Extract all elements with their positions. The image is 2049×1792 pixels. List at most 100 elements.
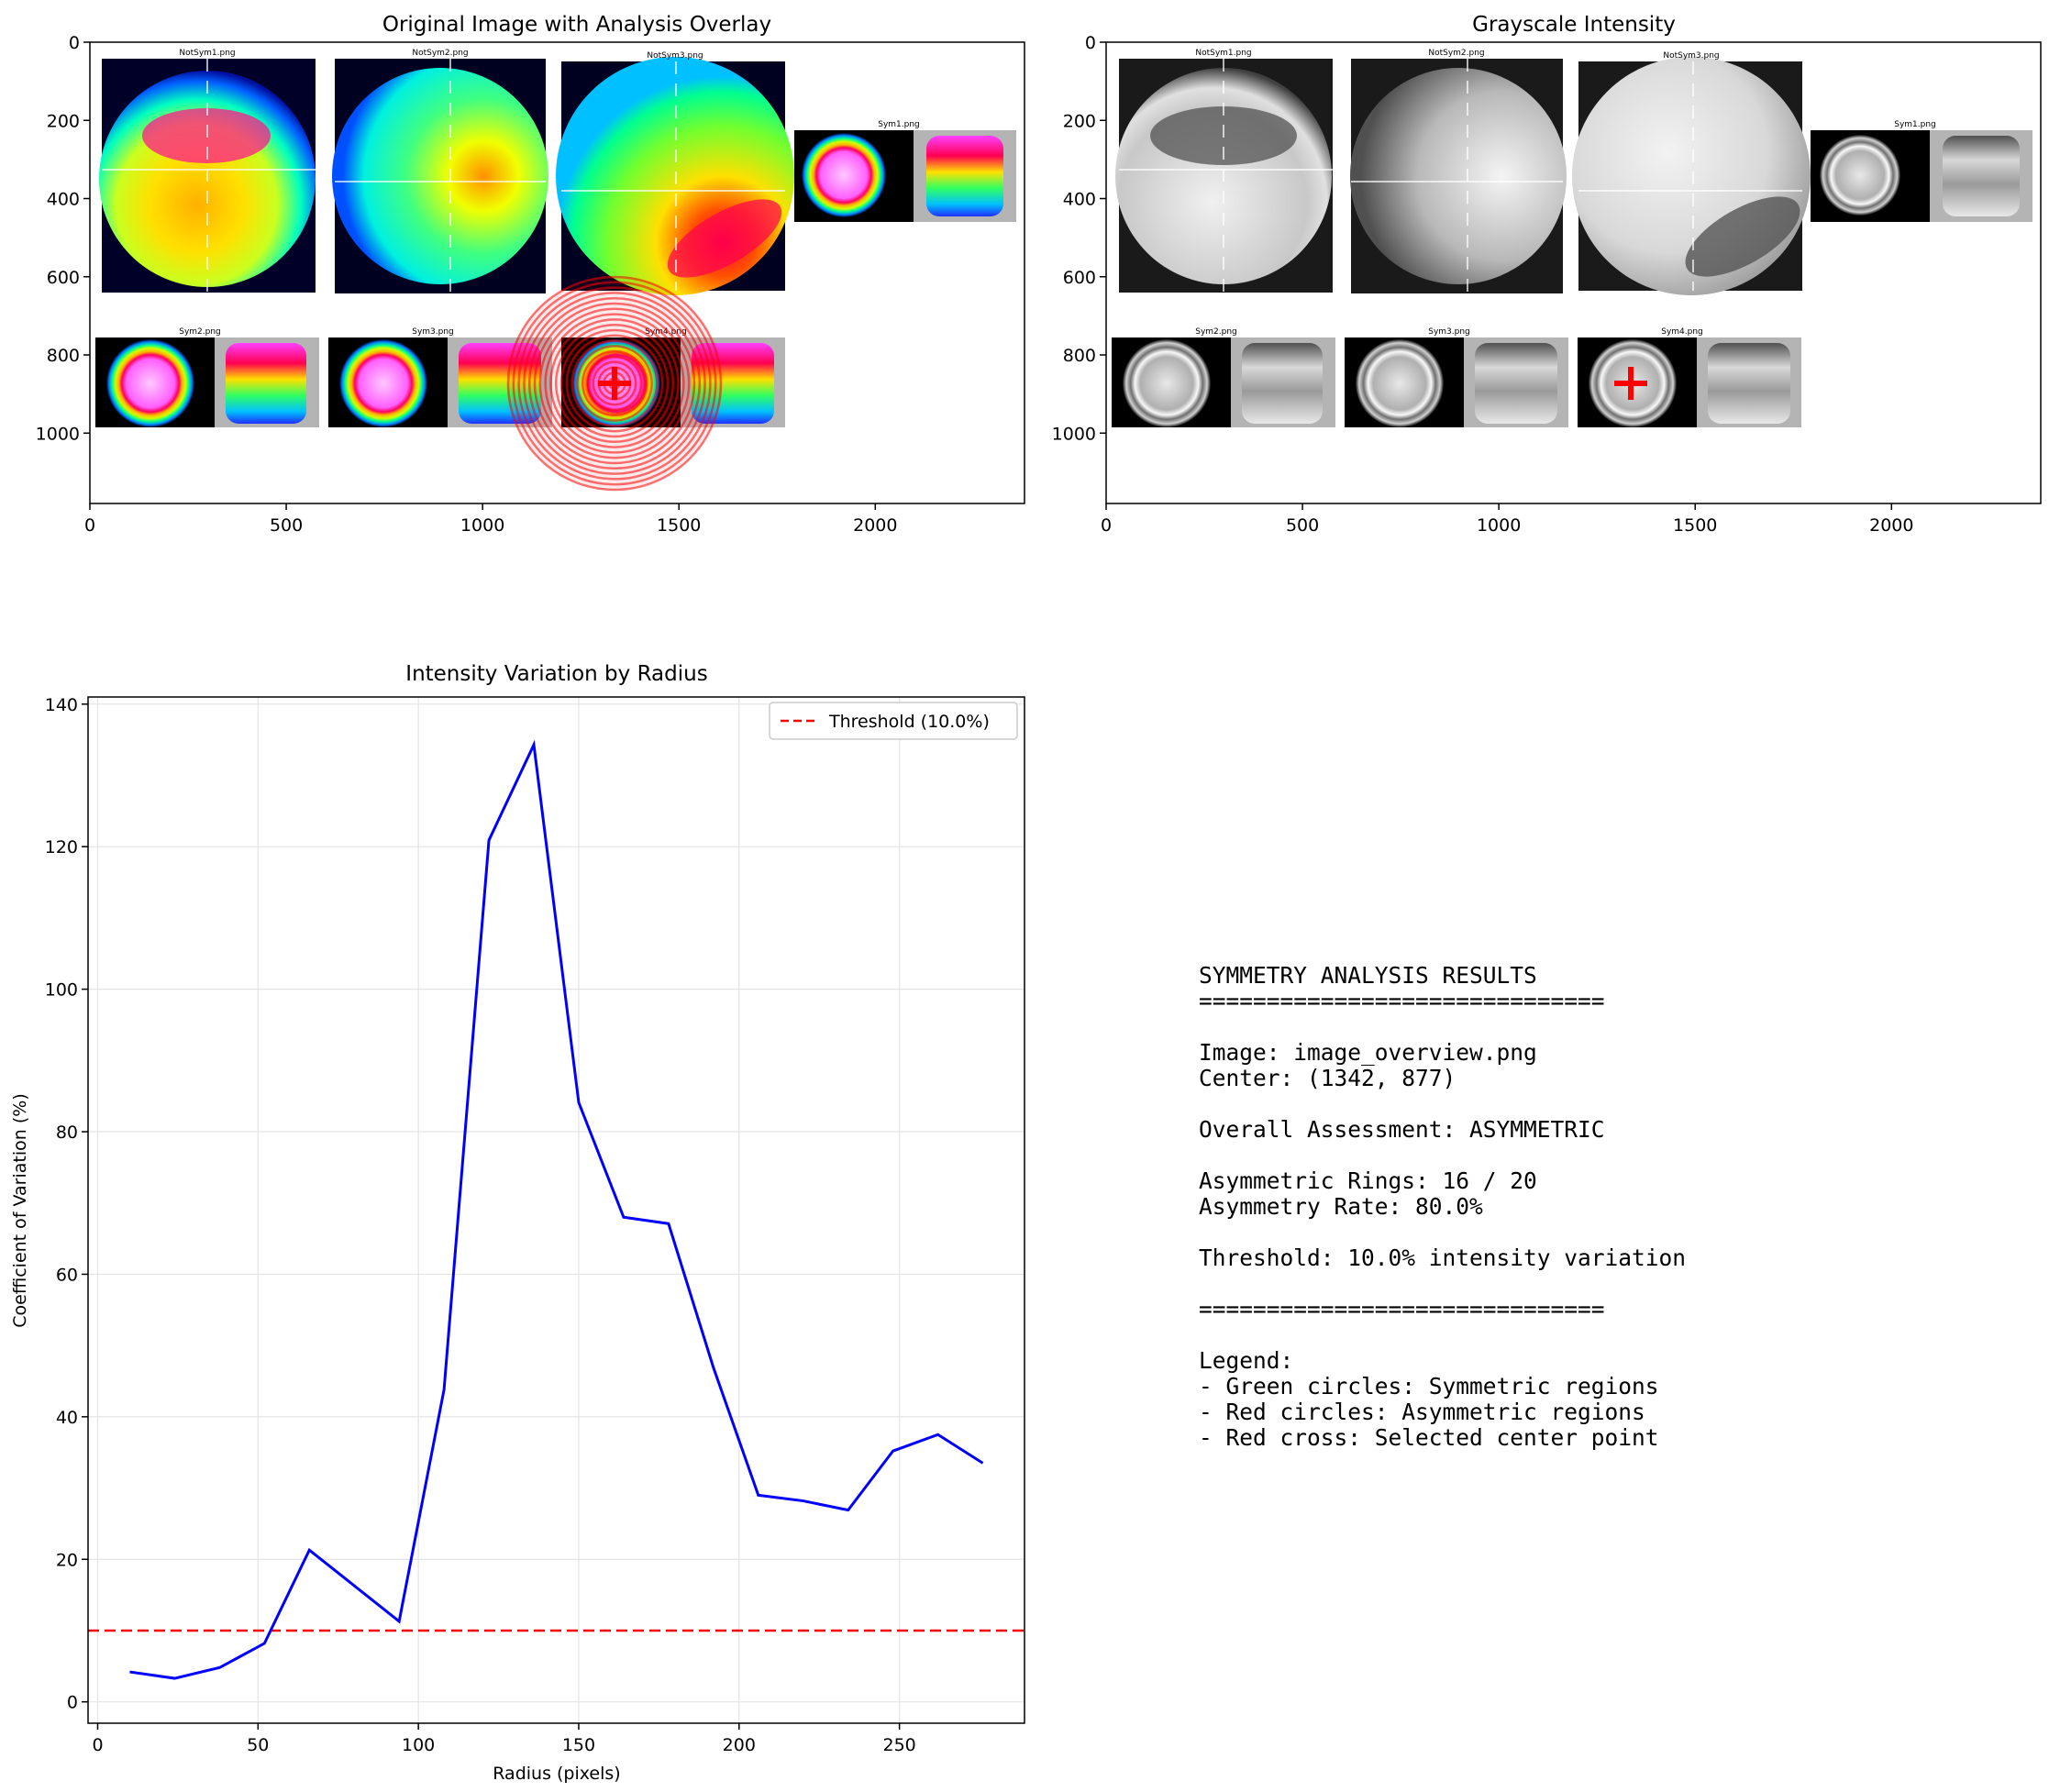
y-tick-label: 600 [1063,268,1096,288]
y-tick-label: 120 [45,837,78,857]
x-tick-label: 100 [402,1735,435,1755]
analysis-ring [570,339,659,427]
thumb-sym2-image [106,339,194,427]
thumb-label: Sym1.png [1894,120,1936,129]
gray-thumb-sym1-side-body [1943,136,2020,216]
thumb-label: NotSym2.png [412,49,468,58]
chart-grid [88,697,1024,1723]
grayscale-axis-ticks: 0 500 1000 1500 2000 0 200 400 600 800 1000 [1052,33,1914,536]
x-tick-label: 200 [723,1735,756,1755]
grayscale-thumbnails [1112,57,2032,427]
x-tick-label: 0 [92,1735,103,1755]
x-tick-label: 1500 [657,515,701,536]
x-axis-label: Radius (pixels) [493,1764,620,1784]
thumb-notsym2-image [332,68,548,284]
chart-title: Intensity Variation by Radius [405,662,707,686]
y-tick-label: 0 [1085,33,1096,53]
chart-axis-ticks: 0 50 100 150 200 250 0 20 40 60 80 100 120 140 [45,695,916,1755]
thumb-sym4-side-body [692,343,774,424]
analysis-ring [565,334,664,433]
grayscale-frame [1105,41,2042,504]
analysis-ring [523,292,706,475]
grayscale-thumb-labels: NotSym1.png NotSym2.png NotSym3.png Sym1.pn… [1195,49,1936,337]
y-tick-label: 0 [69,33,80,53]
x-tick-label: 500 [1286,515,1319,536]
y-tick-label: 400 [1063,190,1096,210]
thumb-sym3-image [339,339,427,427]
analysis-ring [506,275,723,492]
y-tick-label: 60 [56,1265,78,1285]
analysis-ring [544,313,685,454]
thumb-label: NotSym1.png [1195,49,1251,58]
thumb-sym2-side-body [226,343,306,424]
x-tick-label: 250 [883,1735,916,1755]
results-line: ============================== [1199,988,1605,1014]
gray-thumb-sym3-side-body [1475,343,1557,424]
results-line: - Red circles: Asymmetric regions [1199,1399,1645,1425]
overlay-crosshairs [102,59,785,293]
y-tick-label: 0 [67,1693,78,1713]
thumb-sym1-image [802,133,886,217]
y-tick-label: 600 [47,268,80,288]
results-line: SYMMETRY ANALYSIS RESULTS [1199,962,1537,989]
gray-thumb-sym2-image [1123,339,1211,427]
thumb-label: NotSym2.png [1428,49,1484,58]
y-tick-label: 800 [1063,346,1096,366]
y-tick-label: 140 [45,695,78,715]
results-line: - Green circles: Symmetric regions [1199,1373,1659,1399]
thumb-label: Sym3.png [1428,327,1470,337]
grayscale-panel: Grayscale Intensity [1052,13,2042,536]
thumb-label: Sym4.png [645,327,687,337]
y-tick-label: 800 [47,346,80,366]
y-tick-label: 100 [45,980,78,1001]
analysis-ring [576,345,653,422]
results-text: SYMMETRY ANALYSIS RESULTS ==============… [1199,963,1686,1451]
overlay-axis-ticks: 0 500 1000 1500 2000 0 200 400 600 800 1000 [36,33,898,536]
results-line: Asymmetric Rings: 16 / 20 [1199,1167,1537,1194]
gray-thumb-sym4-side-body [1708,343,1790,424]
analysis-ring [512,281,717,486]
results-line: Overall Assessment: ASYMMETRIC [1199,1116,1605,1143]
results-line: Image: image_overview.png [1199,1039,1537,1066]
thumb-label: Sym4.png [1661,327,1703,337]
thumb-label: Sym2.png [179,327,221,337]
gray-thumb-sym2-side-body [1242,343,1323,424]
chart-legend: Threshold (10.0%) [769,702,1018,740]
series-points [129,745,983,1679]
chart-frame [87,696,1025,1724]
analysis-ring [549,318,680,448]
overlay-thumbnails [95,57,1016,427]
overlay-panel: Original Image with Analysis Overlay [36,13,1025,536]
thumb-label: NotSym1.png [179,49,235,58]
line-chart-panel: Intensity Variation by Radius 0 50 100 150 2… [10,662,1025,1784]
x-tick-label: 2000 [853,515,897,536]
gray-center-cross [1614,367,1647,400]
analysis-ring [527,296,702,470]
grayscale-title: Grayscale Intensity [1472,13,1676,37]
legend-box [769,702,1018,740]
overlay-title: Original Image with Analysis Overlay [382,13,771,37]
overlay-frame [89,41,1025,504]
y-tick-label: 1000 [1052,424,1096,444]
center-cross [598,367,631,400]
analysis-ring [533,302,696,465]
results-line: Center: (1342, 877) [1199,1065,1456,1091]
analysis-ring [538,307,691,459]
gray-thumb-sym3-image [1356,339,1444,427]
x-tick-label: 1000 [1477,515,1521,536]
thumb-label: Sym2.png [1195,327,1237,337]
thumb-label: Sym1.png [878,120,920,129]
x-tick-label: 1500 [1673,515,1717,536]
analysis-ring [554,323,675,444]
results-line: Legend: [1199,1347,1294,1374]
y-tick-label: 20 [56,1550,78,1570]
thumb-sym1-side-body [926,136,1003,216]
series-line [129,739,984,1680]
y-axis-label: Coefficient of Variation (%) [10,1093,30,1327]
analysis-ring [559,328,670,438]
thumb-label: NotSym3.png [647,51,703,61]
x-tick-label: 2000 [1869,515,1913,536]
y-tick-label: 40 [56,1408,78,1428]
gray-thumb-sym1-image [1820,135,1900,216]
